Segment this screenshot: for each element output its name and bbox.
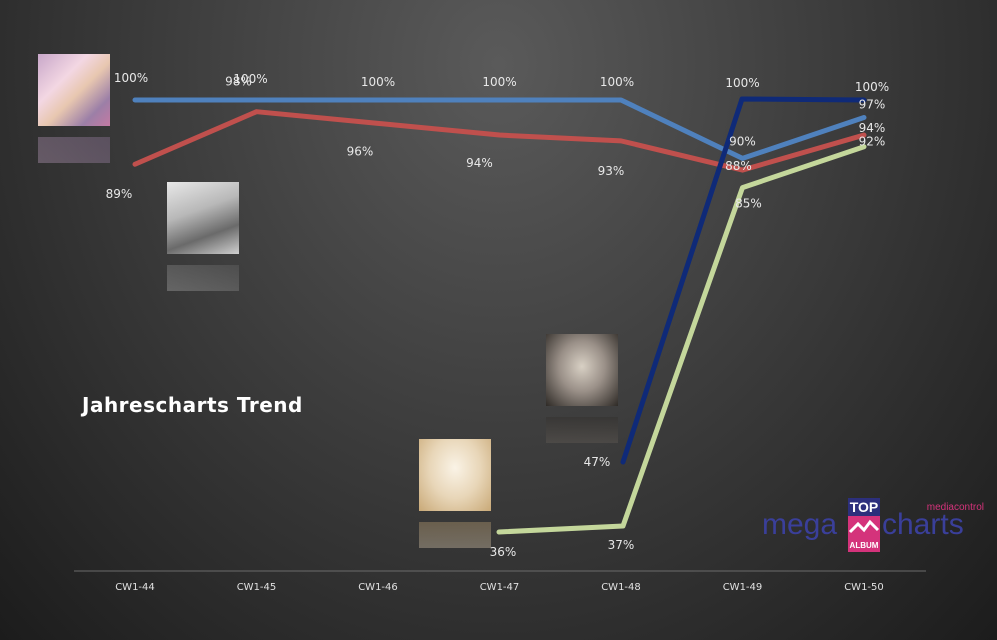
x-tick-label: CW1-44 [115,582,155,593]
x-tick-label: CW1-50 [844,582,884,593]
data-label: 47% [584,455,611,469]
album-cover-3 [546,334,618,406]
data-label: 93% [598,164,625,178]
data-label: 100% [600,75,634,89]
logo-charts-text: charts [882,508,964,541]
logo-album-text: ALBUM [850,541,879,550]
data-label: 92% [859,135,886,149]
data-label: 100% [855,80,889,94]
data-label: 96% [347,144,374,158]
data-label: 37% [608,538,635,552]
chart-title: Jahrescharts Trend [82,393,303,417]
series-line [132,97,867,161]
data-label: 100% [114,71,148,85]
album-cover-3-reflection [546,417,618,443]
data-label: 90% [729,134,756,148]
data-label: 88% [725,159,752,173]
data-label: 98% [225,75,252,89]
album-cover-1 [38,54,110,126]
logo-top-text: TOP [850,499,879,515]
x-tick-label: CW1-45 [237,582,277,593]
album-cover-4 [419,439,491,511]
x-tick-label: CW1-48 [601,582,641,593]
album-cover-1-reflection [38,137,110,163]
series-line [496,144,867,535]
data-label: 94% [859,121,886,135]
megacharts-logo: TOP ALBUM mega charts mediacontrol [762,498,984,552]
logo-mega-text: mega [762,508,837,541]
data-label: 94% [466,156,493,170]
x-tick-label: CW1-46 [358,582,398,593]
album-cover-2-reflection [167,265,239,291]
data-label: 100% [233,72,267,86]
logo-sub-text: mediacontrol [927,502,984,513]
series-line [132,109,867,173]
album-cover-4-reflection [419,522,491,548]
x-tick-label: CW1-47 [480,582,520,593]
data-label: 89% [106,187,133,201]
data-label: 100% [482,75,516,89]
album-cover-2 [167,182,239,254]
data-label: 100% [361,75,395,89]
series-line [620,96,867,465]
data-label: 100% [725,76,759,90]
x-tick-label: CW1-49 [723,582,763,593]
data-label: 97% [859,98,886,112]
data-label: 36% [490,545,517,559]
data-label: 85% [735,197,762,211]
